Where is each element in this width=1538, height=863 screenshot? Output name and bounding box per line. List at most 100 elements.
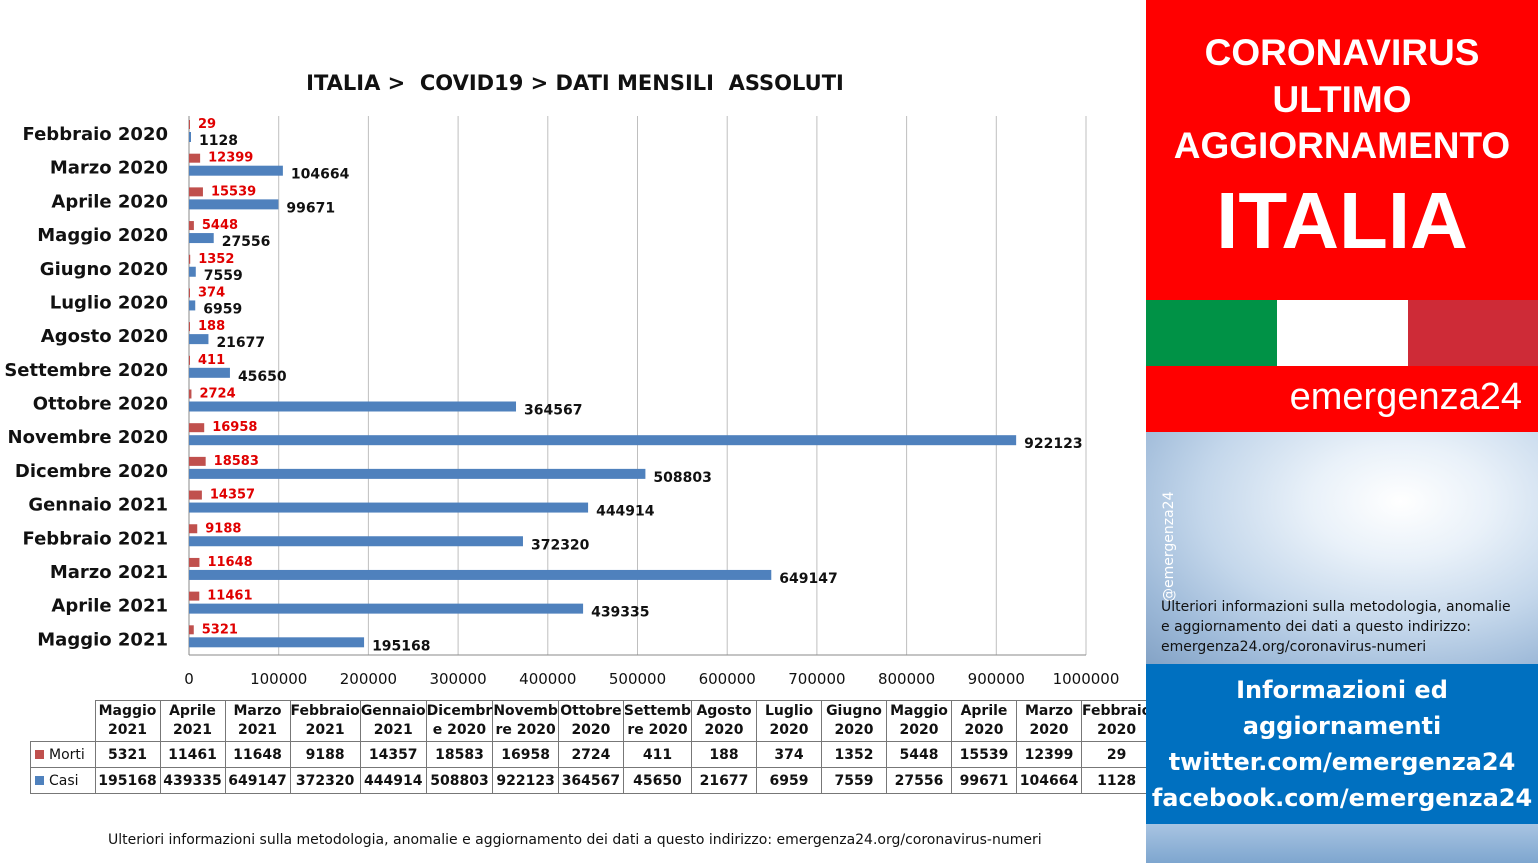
box-line-2: aggiornamenti (1242, 712, 1442, 740)
headline-line-3: AGGIORNAMENTO (1173, 125, 1511, 166)
data-label-morti: 11461 (207, 589, 252, 604)
bar-morti (189, 322, 190, 332)
table-corner (31, 701, 96, 742)
data-label-morti: 2724 (199, 387, 235, 402)
table-header-cell: Marzo 2021 (224, 700, 291, 742)
table-cell: 5448 (886, 741, 952, 768)
x-axis-ticks: 0 100000 200000 300000 400000 500000 600000 700… (184, 670, 1119, 688)
x-tick-label: 0 (184, 670, 194, 688)
bar-casi (189, 367, 230, 378)
table-cell: 5321 (94, 741, 161, 768)
info-link[interactable]: emergenza24.org/coronavirus-numeri (1161, 639, 1427, 655)
category-label: Giugno 2020 (40, 259, 168, 280)
table-cell: 649147 (224, 767, 291, 794)
bar-casi (189, 233, 214, 244)
table-row-legend: Casi (30, 767, 96, 794)
category-label: Novembre 2020 (8, 427, 168, 448)
category-label: Marzo 2020 (50, 158, 168, 179)
x-tick-label: 200000 (340, 670, 397, 688)
data-label-morti: 18583 (214, 454, 259, 469)
category-label: Maggio 2020 (37, 225, 168, 246)
bar-casi (189, 536, 523, 547)
bar-chart: ITALIA > COVID19 > DATI MENSILI ASSOLUTI… (4, 71, 1119, 688)
headline-line-2: ULTIMO (1272, 79, 1412, 120)
category-label: Gennaio 2021 (28, 495, 168, 516)
category-label: Luglio 2020 (50, 292, 168, 313)
twitter-link[interactable]: twitter.com/emergenza24 (1168, 748, 1516, 776)
table-header-row: Maggio 2021 Aprile 2021 Marzo 2021 Febbraio… (31, 700, 1153, 742)
bar-casi (189, 300, 196, 311)
bar-morti (189, 456, 206, 466)
bar-casi (189, 637, 365, 648)
footnote: Ulteriori informazioni sulla metodologia… (108, 832, 1042, 848)
table-cell: 27556 (886, 767, 952, 794)
table-header-cell: Aprile 2021 (159, 700, 226, 742)
data-label-morti: 374 (198, 285, 225, 300)
y-axis-categories: Febbraio 2020 Marzo 2020 Aprile 2020 Maggio… (4, 124, 168, 650)
info-line-1: Ulteriori informazioni sulla metodologia… (1161, 599, 1511, 615)
country-title: ITALIA (1216, 176, 1468, 265)
social-links-box: Informazioni ed aggiornamenti twitter.co… (1146, 664, 1538, 824)
category-label: Ottobre 2020 (33, 394, 168, 415)
category-label: Febbraio 2020 (23, 124, 168, 145)
table-cell: 411 (622, 741, 693, 768)
data-label-morti: 5321 (202, 622, 238, 637)
table-header-cell: Gennaio 2021 (359, 700, 427, 742)
flag-red-stripe (1408, 300, 1538, 366)
category-label: Settembre 2020 (4, 360, 168, 381)
table-cell: 14357 (359, 741, 427, 768)
data-label-casi: 104664 (291, 167, 350, 183)
data-table: Maggio 2021 Aprile 2021 Marzo 2021 Febbraio… (30, 700, 1153, 794)
data-label-casi: 364567 (524, 403, 582, 419)
table-cell: 374 (756, 741, 822, 768)
x-tick-label: 100000 (250, 670, 307, 688)
bar-morti (189, 524, 198, 534)
brand-band: emergenza24 (1146, 366, 1538, 432)
x-tick-label: 300000 (429, 670, 486, 688)
table-cell: 7559 (821, 767, 887, 794)
flag-white-stripe (1277, 300, 1408, 366)
data-label-morti: 9188 (205, 521, 241, 536)
table-cell: 16958 (492, 741, 559, 768)
table-cell: 18583 (425, 741, 494, 768)
table-cell: 364567 (557, 767, 624, 794)
data-label-morti: 16958 (212, 420, 257, 435)
table-cell: 99671 (951, 767, 1017, 794)
data-label-casi: 649147 (779, 571, 837, 587)
bar-casi (189, 165, 283, 176)
table-row: Morti 5321 11461 11648 9188 14357 18583 16958 27… (30, 741, 1153, 768)
headline-line-1: CORONAVIRUS (1204, 32, 1480, 73)
data-label-casi: 6959 (203, 301, 242, 317)
table-cell: 21677 (691, 767, 757, 794)
table-cell: 188 (691, 741, 757, 768)
data-label-morti: 5448 (202, 218, 238, 233)
table-cell: 444914 (359, 767, 427, 794)
bar-casi (189, 435, 1017, 446)
table-cell: 11648 (224, 741, 291, 768)
facebook-link[interactable]: facebook.com/emergenza24 (1151, 784, 1533, 812)
bar-morti (189, 120, 190, 129)
bar-casi (189, 569, 772, 580)
table-cell: 508803 (425, 767, 494, 794)
side-panel: CORONAVIRUS ULTIMO AGGIORNAMENTO ITALIA … (1146, 0, 1538, 863)
bar-casi (189, 401, 517, 412)
bar-casi (189, 199, 279, 210)
bar-morti (189, 490, 202, 500)
table-cell: 195168 (94, 767, 161, 794)
table-header-cell: Aprile 2020 (951, 700, 1017, 742)
table-header-cell: Agosto 2020 (691, 700, 757, 742)
bar-morti (189, 254, 191, 264)
x-tick-label: 400000 (519, 670, 576, 688)
category-label: Agosto 2020 (41, 326, 168, 347)
table-cell: 372320 (289, 767, 361, 794)
table-header-cell: Febbraio 2020 (1080, 700, 1153, 742)
table-header-cell: Maggio 2020 (886, 700, 952, 742)
category-label: Aprile 2020 (51, 191, 168, 212)
info-line-2: e aggiornamento dei dati a questo indiri… (1161, 619, 1471, 635)
bar-morti (189, 625, 194, 635)
table-cell: 29 (1080, 741, 1153, 768)
table-row-legend: Morti (30, 741, 96, 768)
table-cell: 45650 (622, 767, 693, 794)
table-cell: 6959 (756, 767, 822, 794)
x-tick-label: 500000 (609, 670, 666, 688)
